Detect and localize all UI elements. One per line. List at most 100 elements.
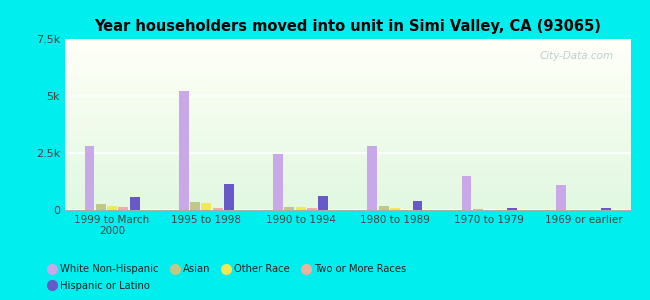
Bar bbox=[65, 76, 630, 77]
Bar bbox=[213, 208, 223, 210]
Bar bbox=[65, 59, 630, 60]
Bar bbox=[65, 186, 630, 187]
Bar bbox=[65, 194, 630, 196]
Bar bbox=[65, 174, 630, 176]
Bar bbox=[65, 196, 630, 197]
Bar bbox=[65, 184, 630, 186]
Bar bbox=[179, 92, 188, 210]
Bar bbox=[65, 90, 630, 92]
Bar bbox=[65, 117, 630, 119]
Bar bbox=[367, 146, 377, 210]
Bar bbox=[65, 103, 630, 105]
Bar bbox=[65, 70, 630, 72]
Bar bbox=[65, 115, 630, 116]
Bar bbox=[65, 142, 630, 143]
Bar bbox=[65, 62, 630, 63]
Bar bbox=[65, 40, 630, 42]
Bar bbox=[65, 152, 630, 153]
Bar bbox=[462, 176, 471, 210]
Bar bbox=[65, 137, 630, 139]
Bar bbox=[202, 203, 211, 210]
Bar bbox=[65, 136, 630, 137]
Bar bbox=[65, 66, 630, 68]
Bar bbox=[65, 93, 630, 94]
Bar bbox=[65, 140, 630, 142]
Bar bbox=[65, 96, 630, 98]
Bar bbox=[65, 159, 630, 160]
Bar bbox=[284, 207, 294, 210]
Bar bbox=[65, 179, 630, 180]
Bar bbox=[65, 55, 630, 56]
Bar bbox=[65, 85, 630, 86]
Bar bbox=[65, 64, 630, 66]
Bar bbox=[65, 45, 630, 46]
Bar bbox=[65, 191, 630, 193]
Bar bbox=[65, 116, 630, 117]
Bar bbox=[390, 208, 400, 210]
Bar bbox=[601, 208, 611, 210]
Bar bbox=[65, 134, 630, 136]
Bar bbox=[273, 154, 283, 210]
Bar bbox=[307, 208, 317, 210]
Bar bbox=[65, 39, 630, 40]
Bar bbox=[65, 49, 630, 50]
Bar bbox=[224, 184, 234, 210]
Bar bbox=[65, 204, 630, 206]
Bar bbox=[65, 156, 630, 157]
Bar bbox=[65, 87, 630, 89]
Bar bbox=[96, 204, 106, 210]
Bar bbox=[65, 73, 630, 75]
Bar bbox=[118, 207, 129, 210]
Bar bbox=[65, 46, 630, 47]
Bar bbox=[65, 127, 630, 129]
Bar bbox=[65, 180, 630, 182]
Bar bbox=[65, 200, 630, 202]
Bar bbox=[507, 208, 517, 210]
Bar bbox=[65, 129, 630, 130]
Bar bbox=[413, 201, 422, 210]
Bar bbox=[65, 107, 630, 109]
Bar bbox=[65, 98, 630, 99]
Bar bbox=[65, 110, 630, 112]
Legend: White Non-Hispanic, Asian, Other Race, Two or More Races: White Non-Hispanic, Asian, Other Race, T… bbox=[44, 260, 410, 278]
Text: City-Data.com: City-Data.com bbox=[540, 51, 614, 61]
Bar bbox=[65, 160, 630, 161]
Bar bbox=[65, 163, 630, 164]
Bar bbox=[65, 126, 630, 127]
Bar bbox=[130, 197, 140, 210]
Bar bbox=[65, 146, 630, 147]
Bar bbox=[65, 207, 630, 208]
Bar bbox=[65, 112, 630, 113]
Bar bbox=[65, 154, 630, 156]
Bar bbox=[65, 60, 630, 62]
Bar bbox=[65, 52, 630, 53]
Bar bbox=[65, 99, 630, 100]
Bar bbox=[65, 161, 630, 163]
Bar bbox=[65, 157, 630, 159]
Bar bbox=[65, 169, 630, 170]
Bar bbox=[65, 92, 630, 93]
Bar bbox=[65, 102, 630, 103]
Bar bbox=[65, 68, 630, 69]
Legend: Hispanic or Latino: Hispanic or Latino bbox=[44, 277, 154, 295]
Bar bbox=[65, 183, 630, 184]
Bar bbox=[378, 206, 389, 210]
Bar bbox=[65, 182, 630, 183]
Bar bbox=[65, 82, 630, 83]
Bar bbox=[65, 123, 630, 124]
Bar bbox=[65, 42, 630, 43]
Bar bbox=[65, 43, 630, 45]
Bar bbox=[65, 167, 630, 169]
Bar bbox=[65, 132, 630, 133]
Bar bbox=[65, 206, 630, 207]
Bar bbox=[65, 122, 630, 123]
Bar bbox=[107, 206, 117, 210]
Bar bbox=[65, 177, 630, 178]
Bar bbox=[65, 89, 630, 90]
Bar bbox=[65, 124, 630, 126]
Bar bbox=[65, 150, 630, 152]
Bar bbox=[65, 173, 630, 174]
Bar bbox=[84, 146, 94, 210]
Bar bbox=[473, 209, 483, 210]
Bar bbox=[65, 202, 630, 203]
